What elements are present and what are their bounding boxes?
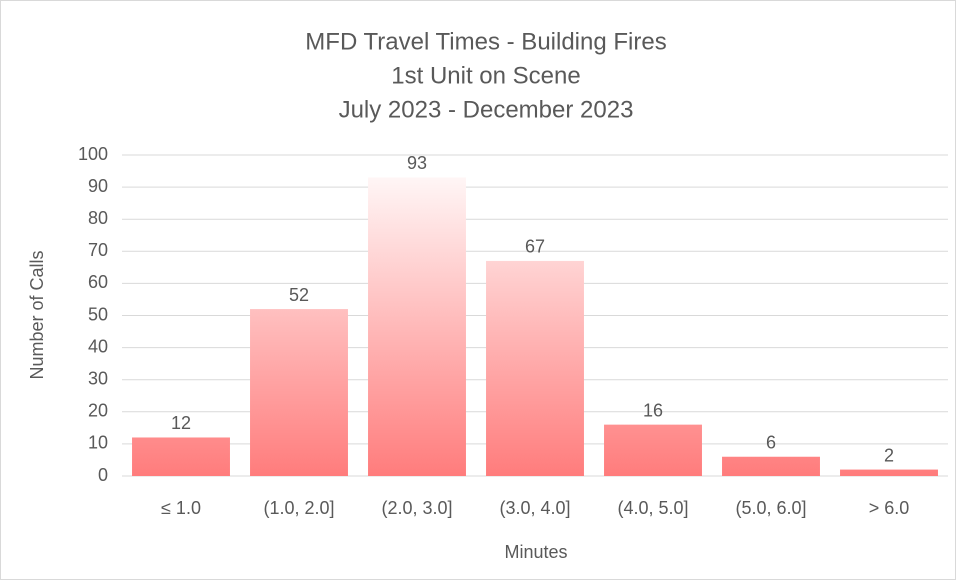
data-label: 16 [643,400,663,420]
bar [604,424,702,476]
chart-title: 1st Unit on Scene [391,62,580,89]
x-tick-label: > 6.0 [869,498,910,518]
y-tick-label: 20 [88,401,108,421]
x-tick-label: (2.0, 3.0] [381,498,452,518]
x-tick-label: (4.0, 5.0] [617,498,688,518]
bar [132,437,230,476]
x-tick-label: (5.0, 6.0] [735,498,806,518]
x-tick-label: (1.0, 2.0] [263,498,334,518]
data-label: 12 [171,413,191,433]
y-tick-label: 80 [88,208,108,228]
y-tick-label: 100 [78,144,108,164]
y-tick-label: 30 [88,368,108,388]
data-label: 67 [525,237,545,257]
y-tick-label: 90 [88,176,108,196]
x-axis-label: Minutes [504,542,567,562]
x-tick-label: ≤ 1.0 [161,498,201,518]
y-tick-label: 60 [88,272,108,292]
x-tick-label: (3.0, 4.0] [499,498,570,518]
y-tick-label: 10 [88,433,108,453]
chart-title: July 2023 - December 2023 [339,96,634,123]
y-tick-label: 40 [88,336,108,356]
bar [368,177,466,476]
bar [840,469,938,476]
data-label: 52 [289,285,309,305]
y-tick-label: 50 [88,304,108,324]
y-tick-label: 70 [88,240,108,260]
bar [486,260,584,476]
data-label: 93 [407,153,427,173]
data-label: 6 [766,432,776,452]
y-axis-label: Number of Calls [27,250,47,379]
chart-title: MFD Travel Times - Building Fires [305,28,666,55]
y-tick-label: 0 [98,465,108,485]
bar [250,309,348,476]
bar [722,456,820,476]
data-label: 2 [884,445,894,465]
